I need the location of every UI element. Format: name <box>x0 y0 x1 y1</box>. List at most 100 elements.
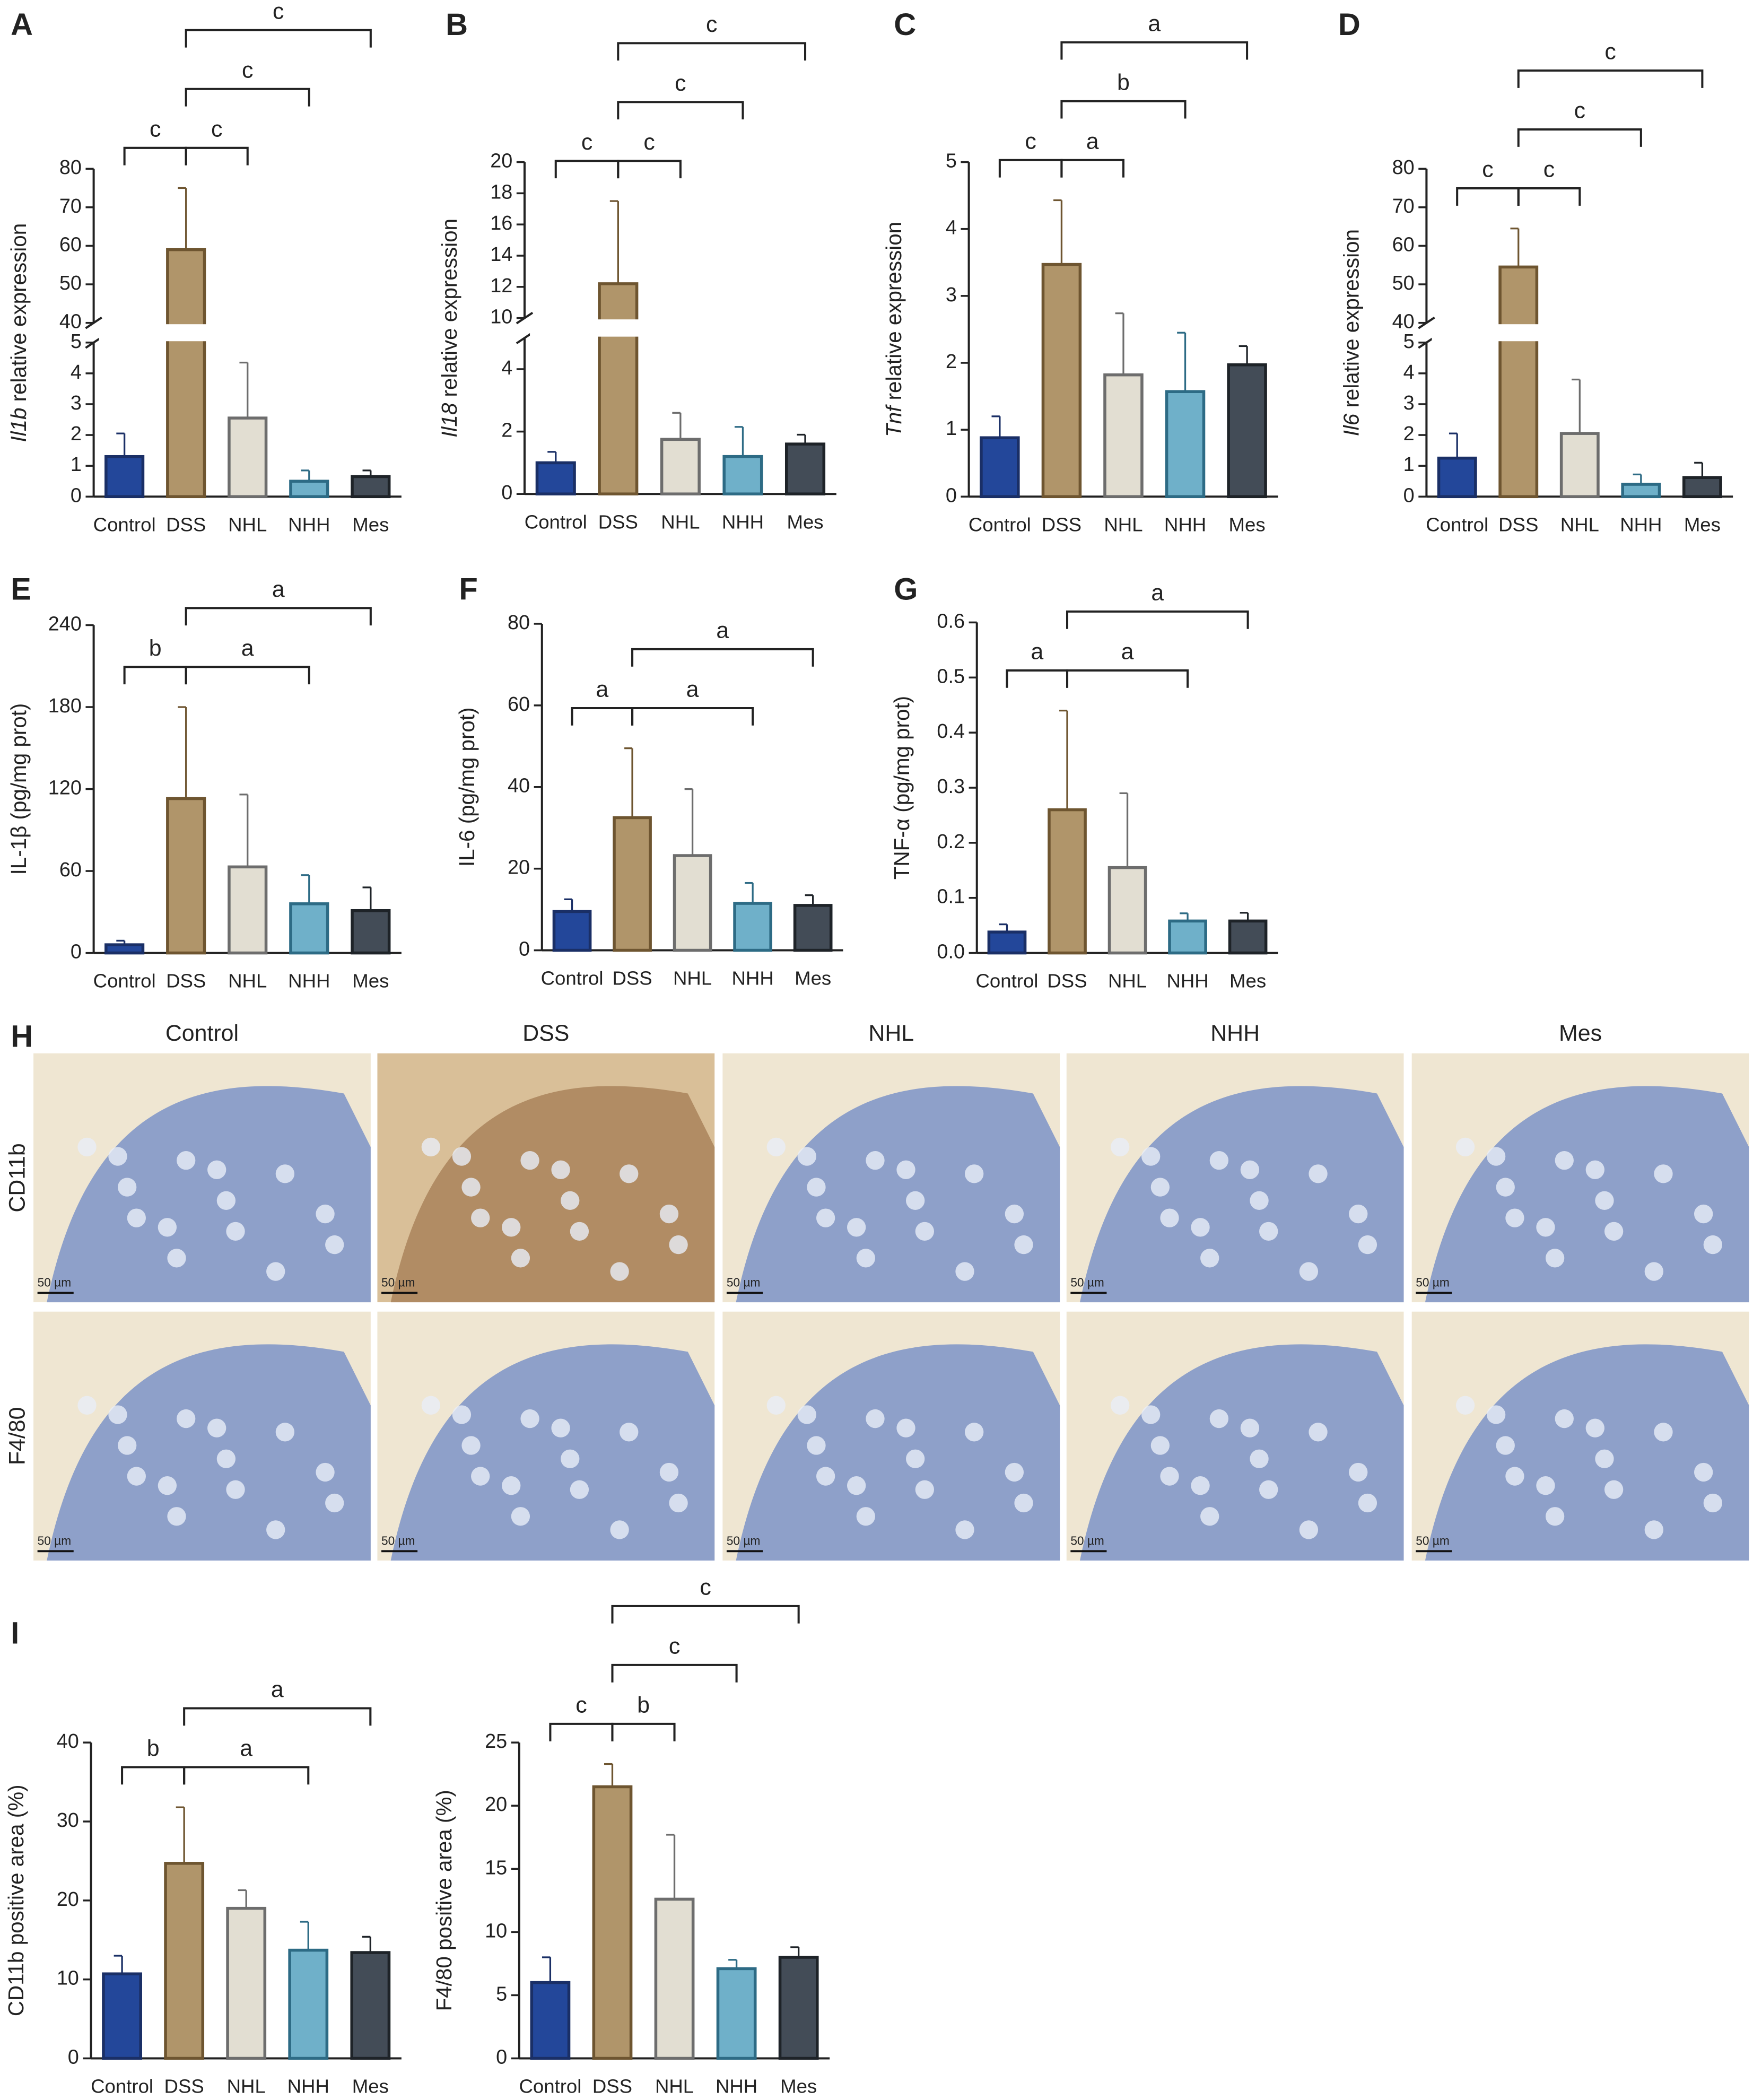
significance-label: c <box>1604 39 1616 65</box>
x-tick-label: NHH <box>716 2076 757 2097</box>
bar-chart: F4/80 positive area (%) 0 5 10 15 20 25 Control… <box>432 1574 830 2097</box>
bar <box>1682 476 1722 499</box>
bar <box>289 480 329 499</box>
significance-bracket <box>185 666 310 685</box>
y-tick-label: 0 <box>946 484 957 507</box>
y-tick-label: 2 <box>1403 423 1415 445</box>
y-tick-label: 60 <box>59 233 82 256</box>
x-tick-label: NHL <box>673 968 712 989</box>
significance-label: c <box>1482 157 1493 182</box>
significance-label: a <box>1148 11 1161 36</box>
bar <box>104 943 145 955</box>
bar <box>351 475 391 499</box>
significance-label: a <box>596 676 608 702</box>
significance-bracket <box>121 1766 186 1785</box>
panel-label: F <box>459 572 477 607</box>
gland <box>1694 1204 1713 1224</box>
bar <box>793 904 833 952</box>
tissue <box>390 1086 715 1303</box>
gland <box>1209 1409 1229 1428</box>
panel-label: B <box>446 7 468 42</box>
y-tick-label: 2 <box>946 351 957 373</box>
bar-chart: C Tnf relative expression 0 1 2 3 4 5 Control DSS… <box>881 7 1278 535</box>
significance-label: c <box>211 116 222 142</box>
scale-bar-label: 50 µm <box>1070 1534 1104 1548</box>
gland <box>1358 1493 1377 1513</box>
y-tick-label: 0 <box>501 482 512 504</box>
y-tick-label: 0 <box>519 938 530 961</box>
gland <box>1259 1480 1278 1499</box>
gland <box>108 1405 127 1424</box>
significance-label: c <box>575 1692 587 1718</box>
gland <box>1005 1204 1024 1224</box>
x-tick-label: DSS <box>598 511 638 533</box>
gland <box>520 1151 539 1170</box>
gland <box>1141 1405 1161 1424</box>
gland <box>1555 1151 1574 1170</box>
column-header: Control <box>165 1021 239 1046</box>
gland <box>561 1191 580 1210</box>
gland <box>167 1249 186 1268</box>
y-axis-label: CD11b positive area (%) <box>3 1784 28 2016</box>
bar <box>1228 919 1268 955</box>
bar-chart: F IL-6 (pg/mg prot) 0 20 40 60 80 Control DSS NHL… <box>455 572 843 989</box>
significance-bracket <box>617 160 682 179</box>
y-axis-label-part: relative expression <box>6 223 30 408</box>
bar <box>226 1906 267 2060</box>
gland <box>1005 1462 1024 1482</box>
x-tick-label: NHH <box>722 511 764 533</box>
y-axis-label-part: relative expression <box>881 222 905 406</box>
y-tick-label: 40 <box>508 775 530 797</box>
y-tick-label: 0 <box>68 2046 79 2069</box>
y-tick-label: 80 <box>1392 156 1415 179</box>
x-tick-label: Control <box>525 511 587 533</box>
significance-bracket <box>183 1766 310 1785</box>
gland <box>551 1418 570 1437</box>
y-tick-label: 0 <box>71 941 82 963</box>
bar <box>1227 363 1267 499</box>
significance-label: c <box>150 116 161 142</box>
significance-label: c <box>1025 128 1036 154</box>
gland <box>461 1178 481 1197</box>
gland <box>1160 1208 1179 1227</box>
column-header: NHL <box>868 1021 914 1046</box>
significance-label: a <box>1121 639 1134 664</box>
significance-bracket <box>185 146 249 165</box>
gland <box>216 1191 236 1210</box>
gland <box>452 1405 472 1424</box>
significance-label: a <box>1086 128 1099 154</box>
significance-label: c <box>675 71 686 96</box>
gland <box>461 1436 481 1455</box>
x-tick-label: NHL <box>1108 970 1147 992</box>
y-tick-label: 18 <box>490 181 512 203</box>
x-tick-label: NHH <box>1166 970 1208 992</box>
y-tick-label: 1 <box>71 454 82 476</box>
y-tick-label: 15 <box>485 1857 507 1879</box>
scale-bar-label: 50 µm <box>38 1276 72 1289</box>
y-tick-label: 5 <box>1403 330 1415 353</box>
y-tick-label: 0.6 <box>937 610 965 632</box>
gland <box>896 1160 915 1179</box>
y-tick-label: 80 <box>59 156 82 179</box>
y-tick-label: 10 <box>485 1920 507 1942</box>
gland <box>1455 1137 1475 1157</box>
gland <box>1014 1493 1033 1513</box>
bar <box>166 797 206 955</box>
bar <box>552 910 592 952</box>
significance-bracket <box>1066 610 1249 629</box>
y-tick-label: 180 <box>48 695 82 717</box>
y-tick-label: 0.4 <box>937 720 965 743</box>
significance-bracket <box>1060 41 1249 60</box>
x-tick-label: Control <box>976 970 1039 992</box>
gland <box>207 1418 226 1437</box>
y-axis-label-part: Tnf <box>881 404 905 437</box>
gland <box>915 1480 934 1499</box>
gland <box>471 1208 490 1227</box>
gland <box>915 1222 934 1241</box>
scale-bar-label: 50 µm <box>1416 1276 1450 1289</box>
significance-bracket <box>1517 187 1581 206</box>
significance-bracket <box>611 1663 738 1683</box>
gland <box>816 1467 835 1486</box>
significance-label: c <box>669 1633 680 1659</box>
x-tick-label: Mes <box>1229 513 1266 535</box>
